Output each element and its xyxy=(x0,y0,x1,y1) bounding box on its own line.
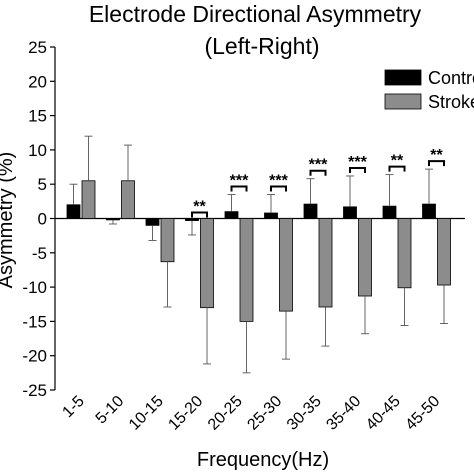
bar-control xyxy=(145,218,160,226)
legend-label-control: Control xyxy=(428,68,474,88)
significance-bracket xyxy=(388,165,406,172)
x-tick-label: 45-50 xyxy=(402,393,443,434)
x-axis-label: Frequency(Hz) xyxy=(197,449,329,471)
y-tick-label: -20 xyxy=(22,347,47,366)
y-tick-label: -5 xyxy=(32,244,47,263)
significance-label: *** xyxy=(269,172,288,189)
x-tick-label: 1-5 xyxy=(59,393,87,421)
bar-control xyxy=(106,218,120,221)
y-tick-label: 15 xyxy=(28,107,47,126)
y-tick-label: -10 xyxy=(22,278,47,297)
significance-label: *** xyxy=(230,172,249,189)
y-tick-label: 10 xyxy=(28,141,47,160)
legend: Control Stroke xyxy=(384,68,474,112)
x-tick-label: 5-10 xyxy=(93,393,128,428)
x-tick-label: 15-20 xyxy=(165,393,206,434)
y-tick-label: 0 xyxy=(38,210,47,229)
significance-bracket xyxy=(428,160,445,167)
x-tick-label: 20-25 xyxy=(205,393,246,434)
bar-stroke xyxy=(200,218,214,309)
bar-control xyxy=(382,205,397,219)
bar-stroke xyxy=(279,218,293,312)
bar-control xyxy=(185,218,199,221)
y-tick-label: -25 xyxy=(22,381,47,400)
y-tick-label: 25 xyxy=(28,38,47,57)
x-tick-label: 25-30 xyxy=(244,393,285,434)
significance-label: *** xyxy=(348,154,367,171)
y-tick-label: 20 xyxy=(28,72,47,91)
bar-stroke xyxy=(397,218,412,289)
bar-stroke xyxy=(358,218,372,297)
significance-bracket xyxy=(191,211,208,218)
y-axis-label: Asymmetry (%) xyxy=(0,152,17,289)
x-tick-label: 10-15 xyxy=(126,393,167,434)
legend-swatch-stroke xyxy=(384,93,422,110)
significance-label: ** xyxy=(430,147,443,164)
significance-label: *** xyxy=(309,157,328,174)
significance-bracket xyxy=(230,185,248,192)
bar-stroke xyxy=(121,180,135,219)
x-tick-label: 30-35 xyxy=(284,393,325,434)
bar-stroke xyxy=(437,218,451,286)
bar-stroke xyxy=(160,218,175,263)
y-tick-label: 5 xyxy=(38,175,47,194)
bar-stroke xyxy=(81,180,96,219)
bar-control xyxy=(303,203,318,219)
significance-label: ** xyxy=(391,153,404,170)
bar-control xyxy=(422,203,436,219)
bar-control xyxy=(224,211,239,219)
significance-bracket xyxy=(309,169,327,176)
bar-stroke xyxy=(239,218,254,322)
significance-bracket xyxy=(349,166,366,173)
legend-swatch-control xyxy=(384,69,422,86)
bar-control xyxy=(264,212,278,219)
significance-bracket xyxy=(270,185,287,192)
chart-subtitle: (Left-Right) xyxy=(204,33,319,59)
significance-label: ** xyxy=(193,199,206,216)
x-tick-label: 35-40 xyxy=(323,393,364,434)
bar-control xyxy=(66,204,81,219)
y-tick-label: -15 xyxy=(22,312,47,331)
chart-title: Electrode Directional Asymmetry xyxy=(89,1,422,27)
x-tick-label: 40-45 xyxy=(363,393,404,434)
legend-label-stroke: Stroke xyxy=(428,92,474,112)
bar-control xyxy=(343,206,357,219)
bar-stroke xyxy=(318,218,333,308)
